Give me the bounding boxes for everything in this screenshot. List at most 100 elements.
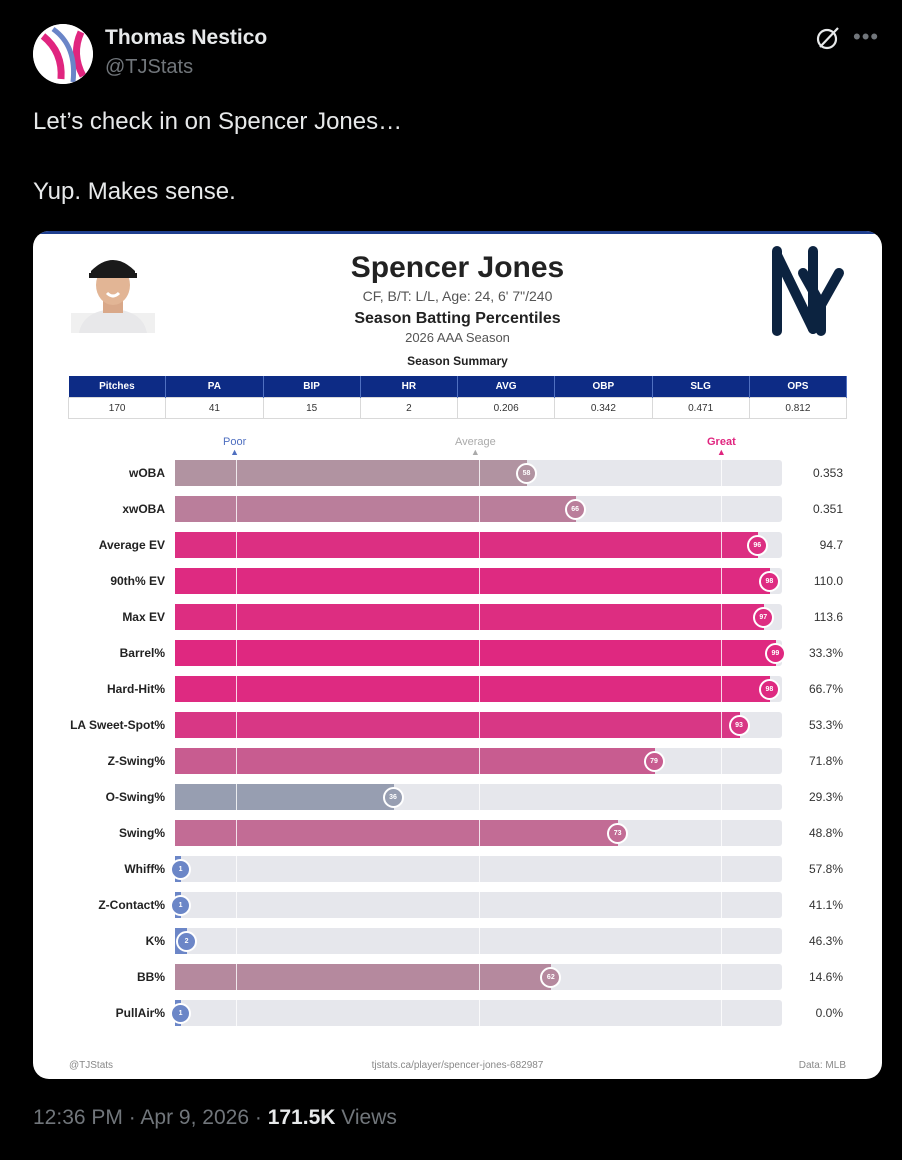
metric-label: LA Sweet-Spot% bbox=[70, 718, 165, 732]
percentile-marker: 98 bbox=[758, 678, 780, 700]
reference-line bbox=[721, 640, 723, 666]
reference-line bbox=[235, 856, 237, 882]
reference-line bbox=[478, 568, 480, 594]
reference-line bbox=[478, 604, 480, 630]
percentile-marker: 93 bbox=[728, 714, 750, 736]
summary-header-cell: SLG bbox=[652, 376, 750, 398]
reference-line bbox=[478, 748, 480, 774]
reference-line bbox=[721, 784, 723, 810]
summary-value-cell: 0.812 bbox=[748, 397, 848, 419]
metric-label: xwOBA bbox=[122, 502, 165, 516]
tweet-image-card[interactable]: Spencer Jones CF, B/T: L/L, Age: 24, 6' … bbox=[33, 231, 882, 1079]
reference-line bbox=[235, 928, 237, 954]
reference-line bbox=[235, 676, 237, 702]
reference-line bbox=[235, 568, 237, 594]
reference-line bbox=[478, 784, 480, 810]
author-name[interactable]: Thomas Nestico bbox=[105, 26, 268, 49]
tweet-time[interactable]: 12:36 PM bbox=[33, 1106, 123, 1129]
season-label: 2026 AAA Season bbox=[405, 330, 510, 345]
summary-header-cell: BIP bbox=[263, 376, 361, 398]
summary-value-cell: 0.342 bbox=[554, 397, 653, 419]
meta-separator: · bbox=[128, 1106, 136, 1129]
reference-line bbox=[721, 820, 723, 846]
card-accent-line bbox=[33, 231, 882, 234]
percentile-marker: 97 bbox=[752, 606, 774, 628]
reference-line bbox=[721, 496, 723, 522]
tweet-text-line-1: Let’s check in on Spencer Jones… bbox=[33, 108, 403, 135]
metric-label: Barrel% bbox=[119, 646, 165, 660]
reference-line bbox=[235, 604, 237, 630]
metric-label: Max EV bbox=[122, 610, 165, 624]
reference-line bbox=[721, 532, 723, 558]
tweet-meta: 12:36 PM · Apr 9, 2026 · 171.5K Views bbox=[33, 1106, 397, 1130]
reference-line bbox=[478, 964, 480, 990]
summary-value-cell: 15 bbox=[262, 397, 361, 419]
summary-header-cell: PA bbox=[165, 376, 264, 398]
summary-value-cell: 2 bbox=[359, 397, 459, 419]
reference-line bbox=[721, 460, 723, 486]
metric-value: 113.6 bbox=[813, 610, 843, 624]
percentile-bar bbox=[175, 676, 770, 702]
metric-value: 94.7 bbox=[819, 538, 843, 552]
yankees-logo bbox=[763, 245, 848, 337]
reference-line bbox=[235, 964, 237, 990]
reference-line bbox=[235, 892, 237, 918]
reference-line bbox=[478, 856, 480, 882]
author-handle[interactable]: @TJStats bbox=[105, 56, 194, 78]
reference-line bbox=[721, 1000, 723, 1026]
reference-line bbox=[478, 712, 480, 738]
tweet-date[interactable]: Apr 9, 2026 bbox=[140, 1106, 250, 1129]
reference-line bbox=[478, 928, 480, 954]
metric-value: 41.1% bbox=[808, 898, 843, 912]
reference-line bbox=[721, 964, 723, 990]
player-name: Spencer Jones bbox=[350, 251, 565, 284]
metric-value: 29.3% bbox=[808, 790, 843, 804]
reference-line bbox=[721, 748, 723, 774]
reference-line bbox=[478, 640, 480, 666]
metric-label: Z-Contact% bbox=[98, 898, 165, 912]
baseball-logo-icon bbox=[33, 24, 93, 84]
reference-line bbox=[478, 820, 480, 846]
reference-line bbox=[478, 676, 480, 702]
metric-label: Z-Swing% bbox=[107, 754, 165, 768]
metric-label: PullAir% bbox=[115, 1006, 165, 1020]
metric-value: 48.8% bbox=[808, 826, 843, 840]
percentile-bar bbox=[175, 748, 655, 774]
reference-line bbox=[478, 460, 480, 486]
season-summary-table: Pitches PA BIP HR AVG OBP SLG OPS 170 41 15 2 0.206… bbox=[67, 376, 848, 419]
reference-line bbox=[721, 928, 723, 954]
views-label: Views bbox=[341, 1106, 397, 1129]
metric-label: Hard-Hit% bbox=[106, 682, 165, 696]
metric-value: 0.0% bbox=[815, 1006, 843, 1020]
metric-value: 46.3% bbox=[808, 934, 843, 948]
metric-label: Average EV bbox=[98, 538, 165, 552]
reference-line bbox=[478, 1000, 480, 1026]
metric-value: 33.3% bbox=[808, 646, 843, 660]
scale-great-label: Great ▲ bbox=[707, 436, 736, 457]
metric-value: 71.8% bbox=[808, 754, 843, 768]
percentile-bar bbox=[175, 496, 576, 522]
percentile-bar bbox=[175, 784, 394, 810]
percentile-bar bbox=[175, 640, 776, 666]
metric-label: 90th% EV bbox=[110, 574, 165, 588]
percentile-marker: 73 bbox=[607, 822, 629, 844]
percentile-marker: 96 bbox=[746, 534, 768, 556]
more-options-icon[interactable]: ••• bbox=[853, 24, 880, 49]
reference-line bbox=[478, 892, 480, 918]
summary-value-cell: 0.471 bbox=[651, 397, 750, 419]
percentile-marker: 1 bbox=[170, 894, 192, 916]
reference-line bbox=[235, 712, 237, 738]
percentile-marker: 58 bbox=[516, 462, 538, 484]
reference-line bbox=[235, 640, 237, 666]
grok-icon[interactable] bbox=[815, 25, 841, 51]
percentile-bar bbox=[175, 532, 758, 558]
avatar[interactable] bbox=[33, 24, 93, 84]
footer-url: tjstats.ca/player/spencer-jones-682987 bbox=[371, 1060, 544, 1071]
reference-line bbox=[721, 604, 723, 630]
summary-header-cell: AVG bbox=[457, 376, 556, 398]
metric-label: K% bbox=[145, 934, 165, 948]
reference-line bbox=[235, 784, 237, 810]
summary-value-cell: 41 bbox=[165, 397, 264, 419]
metric-label: O-Swing% bbox=[105, 790, 165, 804]
footer-data-source: Data: MLB bbox=[798, 1060, 846, 1071]
